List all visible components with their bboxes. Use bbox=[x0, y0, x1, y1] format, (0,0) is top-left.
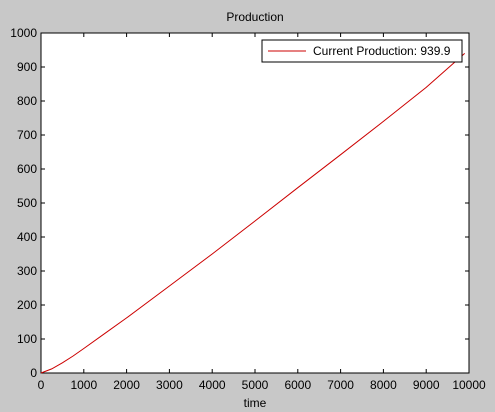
x-tick-label: 8000 bbox=[370, 378, 397, 392]
chart-title: Production bbox=[226, 10, 283, 24]
y-tick-label: 1000 bbox=[10, 26, 37, 40]
y-tick-label: 300 bbox=[17, 264, 37, 278]
x-tick-label: 6000 bbox=[284, 378, 311, 392]
x-tick-label: 3000 bbox=[156, 378, 183, 392]
plot-area bbox=[40, 32, 470, 374]
series-group bbox=[40, 53, 466, 374]
legend-box bbox=[261, 39, 463, 63]
x-tick-label: 2000 bbox=[113, 378, 140, 392]
x-axis-ticks: 0 1000 2000 3000 4000 5000 6000 7000 8000 9000 100… bbox=[38, 33, 486, 392]
legend-entry: Current Production: 939.9 bbox=[313, 44, 451, 58]
x-tick-label: 4000 bbox=[199, 378, 226, 392]
y-tick-label: 700 bbox=[17, 128, 37, 142]
y-axis-ticks: 0 100 200 300 400 500 600 700 800 900 1000 bbox=[10, 26, 469, 380]
series-line bbox=[40, 53, 466, 374]
x-tick-label: 10000 bbox=[452, 378, 486, 392]
y-tick-label: 600 bbox=[17, 162, 37, 176]
x-axis-label: time bbox=[244, 396, 267, 410]
y-tick-label: 900 bbox=[17, 60, 37, 74]
y-tick-label: 800 bbox=[17, 94, 37, 108]
y-tick-label: 500 bbox=[17, 196, 37, 210]
x-tick-label: 0 bbox=[38, 378, 45, 392]
y-tick-label: 200 bbox=[17, 298, 37, 312]
x-tick-label: 7000 bbox=[327, 378, 354, 392]
y-tick-label: 0 bbox=[30, 366, 37, 380]
y-tick-label: 100 bbox=[17, 332, 37, 346]
y-tick-label: 400 bbox=[17, 230, 37, 244]
x-tick-label: 5000 bbox=[242, 378, 269, 392]
x-tick-label: 1000 bbox=[70, 378, 97, 392]
x-tick-label: 9000 bbox=[413, 378, 440, 392]
legend: Current Production: 939.9 bbox=[261, 39, 463, 63]
